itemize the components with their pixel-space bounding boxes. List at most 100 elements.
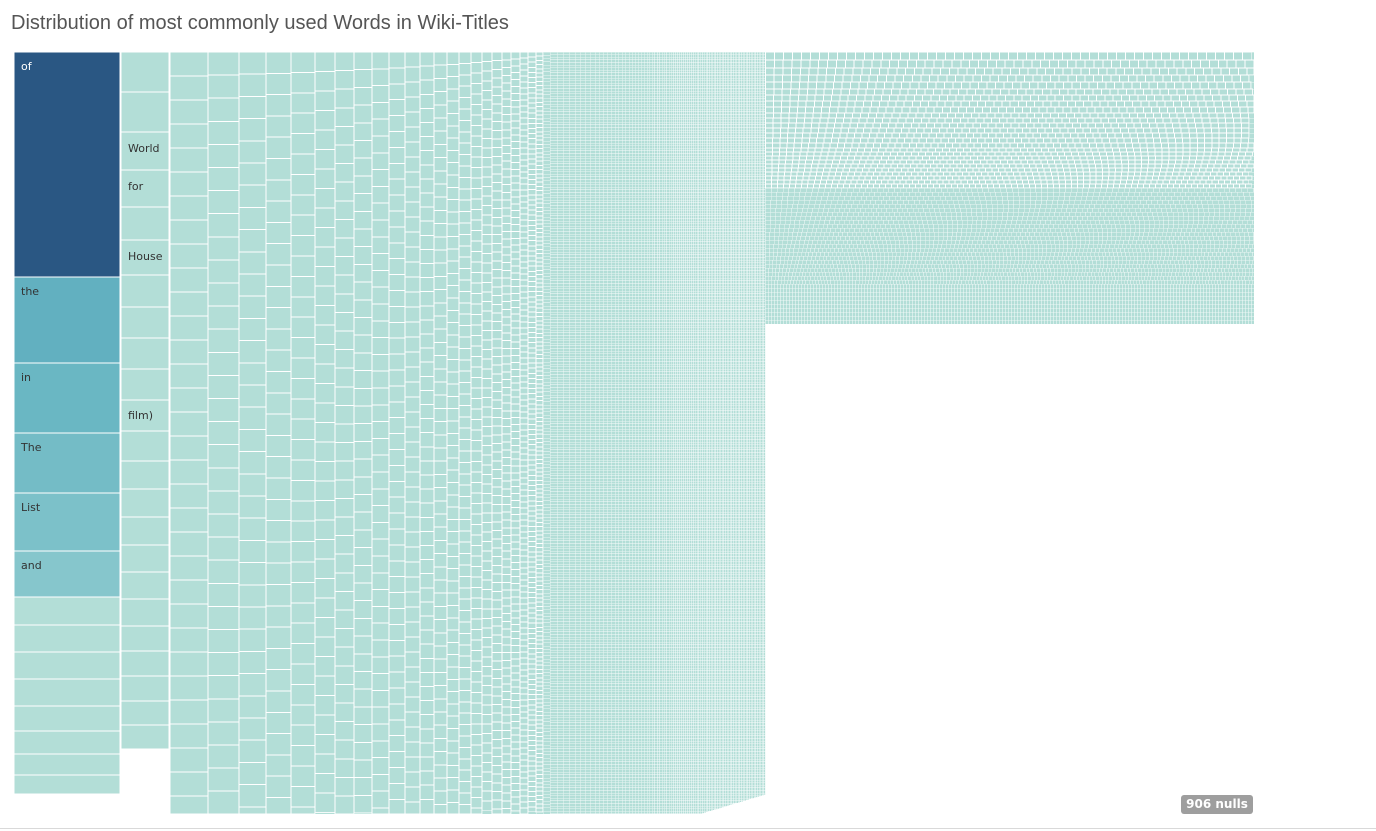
treemap-tile[interactable] bbox=[501, 589, 512, 599]
treemap-tile[interactable] bbox=[527, 281, 537, 288]
treemap-tile[interactable] bbox=[527, 592, 537, 599]
treemap-tile[interactable] bbox=[535, 484, 544, 490]
treemap-tile[interactable] bbox=[574, 597, 581, 601]
treemap-tile[interactable] bbox=[579, 662, 586, 666]
treemap-tile[interactable] bbox=[556, 800, 564, 804]
treemap-tile[interactable] bbox=[542, 738, 551, 742]
treemap-tile[interactable] bbox=[602, 168, 608, 172]
treemap-tile[interactable] bbox=[419, 657, 435, 673]
treemap-tile[interactable] bbox=[542, 296, 551, 300]
treemap-tile[interactable] bbox=[207, 282, 240, 307]
treemap-tile[interactable] bbox=[314, 363, 336, 384]
treemap-tile[interactable] bbox=[602, 215, 608, 219]
treemap-tile[interactable] bbox=[562, 782, 570, 786]
treemap-tile[interactable] bbox=[602, 413, 608, 417]
treemap-tile[interactable] bbox=[574, 379, 581, 383]
treemap-tile[interactable] bbox=[433, 790, 448, 805]
treemap-tile[interactable] bbox=[598, 343, 604, 346]
treemap-tile[interactable] bbox=[584, 332, 591, 336]
treemap-tile[interactable] bbox=[589, 564, 596, 567]
treemap-tile[interactable] bbox=[589, 509, 596, 513]
treemap-tile[interactable] bbox=[501, 340, 512, 349]
treemap-tile[interactable] bbox=[589, 436, 596, 440]
treemap-tile[interactable] bbox=[404, 381, 421, 398]
treemap-tile[interactable] bbox=[602, 192, 608, 196]
treemap-tile[interactable] bbox=[169, 411, 209, 437]
treemap-tile[interactable] bbox=[579, 158, 586, 162]
treemap-tile[interactable] bbox=[574, 733, 581, 736]
treemap-tile[interactable] bbox=[238, 517, 267, 541]
treemap-tile[interactable] bbox=[535, 563, 544, 570]
treemap-tile[interactable] bbox=[562, 93, 570, 97]
treemap-tile[interactable] bbox=[579, 675, 586, 679]
treemap-tile[interactable] bbox=[598, 426, 604, 430]
treemap-tile[interactable] bbox=[519, 795, 529, 803]
treemap-tile[interactable] bbox=[549, 215, 558, 219]
treemap-tile[interactable] bbox=[574, 571, 581, 575]
treemap-tile[interactable] bbox=[589, 275, 596, 279]
treemap-tile[interactable] bbox=[584, 330, 591, 333]
treemap-tile[interactable] bbox=[598, 369, 604, 372]
treemap-tile[interactable] bbox=[589, 252, 596, 255]
treemap-tile[interactable] bbox=[542, 497, 551, 501]
treemap-tile[interactable] bbox=[556, 462, 564, 466]
treemap-tile[interactable] bbox=[568, 595, 576, 599]
treemap-tile[interactable] bbox=[556, 514, 564, 518]
treemap-tile[interactable] bbox=[594, 553, 600, 557]
treemap-tile[interactable] bbox=[535, 442, 544, 448]
treemap-tile[interactable] bbox=[433, 579, 448, 594]
treemap-tile[interactable] bbox=[574, 150, 581, 154]
treemap-tile[interactable] bbox=[404, 441, 421, 458]
treemap-tile[interactable] bbox=[549, 756, 558, 760]
treemap-tile[interactable] bbox=[481, 70, 493, 82]
treemap-tile[interactable] bbox=[353, 777, 373, 796]
treemap-tile[interactable] bbox=[594, 233, 600, 237]
treemap-tile[interactable] bbox=[556, 735, 564, 739]
treemap-tile[interactable] bbox=[542, 606, 551, 610]
treemap-tile[interactable] bbox=[519, 93, 529, 101]
treemap-tile[interactable] bbox=[579, 140, 586, 144]
treemap-tile[interactable] bbox=[602, 527, 608, 531]
treemap-tile[interactable] bbox=[549, 704, 558, 708]
treemap-tile[interactable] bbox=[527, 683, 537, 691]
treemap-tile[interactable] bbox=[594, 441, 600, 445]
treemap-tile[interactable] bbox=[602, 530, 608, 534]
treemap-tile[interactable] bbox=[584, 324, 591, 328]
treemap-tile[interactable] bbox=[446, 469, 460, 484]
treemap-tile[interactable] bbox=[562, 322, 570, 326]
treemap-tile[interactable] bbox=[589, 738, 596, 742]
treemap-tile[interactable] bbox=[535, 387, 544, 393]
treemap-tile[interactable] bbox=[535, 580, 544, 586]
treemap-tile[interactable] bbox=[527, 454, 537, 461]
treemap-tile[interactable] bbox=[556, 213, 564, 216]
treemap-tile[interactable] bbox=[598, 218, 604, 222]
treemap-tile[interactable] bbox=[594, 317, 600, 320]
treemap-tile[interactable] bbox=[527, 694, 537, 701]
treemap-tile[interactable] bbox=[542, 223, 551, 228]
treemap-tile[interactable] bbox=[602, 252, 608, 255]
treemap-tile[interactable] bbox=[542, 170, 551, 175]
treemap-tile[interactable] bbox=[542, 220, 551, 224]
treemap-tile[interactable] bbox=[556, 80, 564, 84]
treemap-tile[interactable] bbox=[568, 374, 576, 378]
treemap-tile[interactable] bbox=[594, 761, 600, 765]
treemap-tile[interactable] bbox=[568, 782, 576, 786]
treemap-tile[interactable] bbox=[562, 600, 570, 604]
treemap-tile[interactable] bbox=[568, 454, 576, 458]
treemap-tile[interactable] bbox=[598, 57, 604, 60]
treemap-tile[interactable] bbox=[584, 688, 591, 692]
treemap-tile[interactable] bbox=[458, 712, 472, 726]
treemap-tile[interactable] bbox=[519, 297, 529, 305]
treemap-tile[interactable] bbox=[598, 98, 604, 102]
treemap-tile[interactable] bbox=[314, 441, 336, 462]
treemap-tile[interactable] bbox=[562, 376, 570, 380]
treemap-tile[interactable] bbox=[598, 704, 604, 708]
treemap-tile[interactable] bbox=[568, 675, 576, 679]
treemap-tile[interactable] bbox=[510, 217, 521, 226]
treemap-tile[interactable] bbox=[433, 394, 448, 409]
treemap-tile[interactable] bbox=[556, 764, 564, 768]
treemap-tile[interactable] bbox=[169, 795, 209, 815]
treemap-tile[interactable] bbox=[584, 540, 591, 544]
treemap-tile[interactable] bbox=[535, 127, 544, 133]
treemap-tile[interactable] bbox=[535, 488, 544, 494]
